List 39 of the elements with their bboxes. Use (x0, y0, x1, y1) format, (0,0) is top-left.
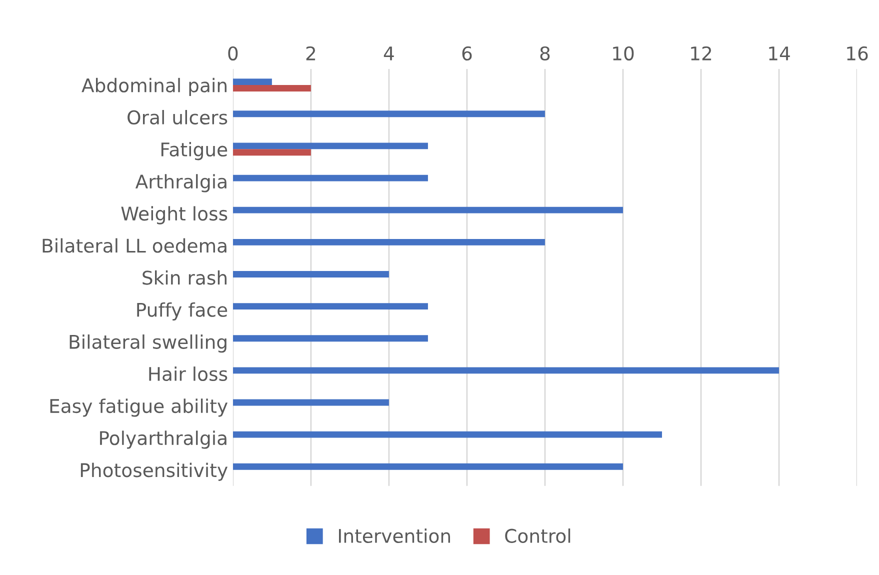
x-tick-label: 12 (691, 46, 712, 60)
bar (232, 78, 272, 86)
x-tick-label: 16 (847, 46, 868, 61)
y-tick-label: Bilateral LL oedema (42, 238, 226, 253)
y-tick-label: Fatigue (161, 142, 228, 160)
x-tick-label: 6 (462, 46, 472, 61)
legend-label: Intervention (338, 528, 450, 543)
bar (232, 399, 389, 406)
y-tick-label: Bilateral swelling (70, 334, 226, 353)
bar (232, 303, 428, 310)
bar (232, 367, 780, 374)
bar (232, 110, 545, 118)
legend-label: Control (505, 528, 570, 543)
x-tick-label: 10 (613, 46, 634, 61)
y-tick-label: Weight loss (121, 206, 228, 224)
bar (232, 142, 428, 150)
bar (232, 174, 428, 182)
y-tick-label: Puffy face (137, 302, 228, 321)
bar (232, 431, 662, 438)
bar (232, 463, 623, 470)
y-tick-label: Photosensitivity (80, 462, 228, 481)
y-tick-label: Oral ulcers (128, 110, 228, 124)
bar (232, 238, 545, 246)
bar (232, 335, 428, 342)
y-tick-label: Abdominal pain (82, 78, 226, 96)
bar (232, 85, 311, 92)
bar (232, 149, 311, 156)
bar (232, 271, 389, 278)
bar (232, 206, 623, 214)
y-tick-label: Skin rash (142, 270, 226, 285)
x-tick-label: 2 (306, 46, 316, 60)
x-tick-label: 0 (228, 46, 238, 61)
y-tick-label: Polyarthralgia (100, 430, 226, 449)
y-tick-label: Easy fatigue ability (50, 398, 228, 417)
y-tick-label: Arthralgia (135, 174, 226, 192)
x-tick-label: 4 (384, 46, 394, 60)
y-tick-label: Hair loss (149, 366, 228, 382)
x-tick-label: 8 (540, 46, 550, 61)
x-tick-label: 14 (769, 46, 790, 60)
